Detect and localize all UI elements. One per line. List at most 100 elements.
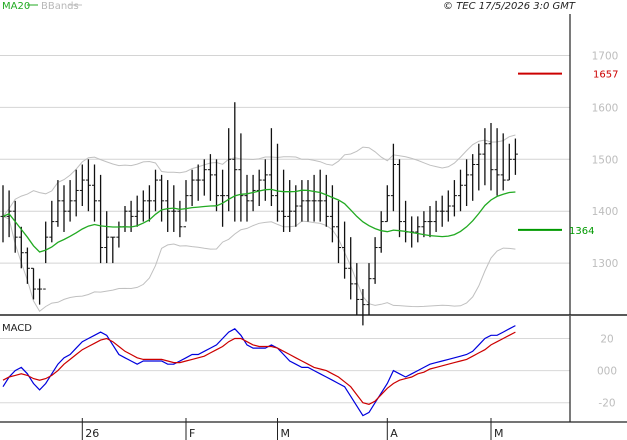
price-y-tick-label: 1600 (592, 102, 619, 114)
bband-lower-line (2, 215, 516, 313)
ohlc-bar (18, 226, 24, 269)
ohlc-bar (165, 180, 171, 232)
x-axis-tick-label: A (390, 427, 398, 440)
ohlc-bar (372, 237, 378, 284)
price-y-tick-label: 1300 (592, 258, 619, 270)
ohlc-bar (378, 211, 384, 253)
ohlc-bar (354, 263, 360, 315)
ohlc-bar (299, 180, 305, 222)
ohlc-bar (31, 267, 36, 300)
copyright-text: © TEC 17/5/2026 3:0 GMT (443, 1, 576, 12)
ohlc-bar (281, 169, 287, 232)
ohlc-bar (500, 133, 506, 191)
ohlc-bar (195, 164, 201, 201)
support-level-label: 1364 (569, 226, 594, 237)
ohlc-bar (201, 159, 207, 196)
ohlc-bar (226, 128, 232, 212)
macd-title: MACD (2, 323, 32, 334)
x-axis-tick-label: M (494, 427, 504, 440)
ohlc-bar (311, 174, 317, 222)
ohlc-bar (98, 174, 104, 264)
ohlc-bar (67, 180, 73, 222)
ohlc-bar (390, 143, 396, 212)
ohlc-bar (506, 143, 512, 181)
ohlc-bar (146, 185, 152, 222)
x-axis-tick-label: M (281, 427, 291, 440)
ohlc-bar (92, 164, 97, 222)
ohlc-bar (342, 221, 348, 279)
x-axis: 26 F M A M (0, 418, 627, 440)
ohlc-bar (482, 128, 488, 186)
ohlc-bar (73, 169, 79, 217)
ohlc-bar (287, 180, 293, 232)
ohlc-bar (458, 169, 463, 212)
ohlc-bar (433, 200, 439, 232)
ohlc-bar (293, 185, 299, 227)
ohlc-bar (232, 102, 238, 222)
ohlc-bar (24, 247, 30, 284)
macd-y-tick-label: -20 (598, 398, 615, 410)
price-y-tick-label: 1700 (592, 51, 619, 63)
ohlc-bar (512, 138, 518, 175)
ohlc-bar (104, 211, 110, 264)
macd-panel: 20 000 -20 (0, 316, 617, 422)
ohlc-bar (336, 200, 341, 264)
ohlc-bar (476, 143, 482, 191)
ohlc-bar (55, 180, 61, 227)
bband-upper-line (2, 134, 516, 217)
ohlc-bar (153, 169, 158, 212)
ohlc-bar (275, 143, 280, 222)
macd-y-tick-label: 20 (600, 333, 613, 345)
ohlc-bar (445, 190, 451, 222)
price-y-tick-label: 1400 (592, 206, 619, 218)
price-y-tick-label: 1500 (592, 154, 619, 166)
ohlc-bar (79, 164, 85, 207)
ohlc-bar (49, 200, 55, 243)
ohlc-bar (134, 195, 140, 227)
macd-signal-line (2, 331, 516, 405)
ohlc-bar (140, 190, 146, 222)
ohlc-bar (189, 169, 195, 207)
ohlc-bar (427, 206, 433, 238)
ohlc-bar (177, 200, 183, 238)
ohlc-bar (348, 237, 354, 300)
ohlc-bar (464, 159, 470, 207)
ohlc-bar (494, 128, 500, 196)
x-axis-tick-label: 26 (85, 427, 99, 440)
x-axis-tick-label: F (189, 427, 195, 440)
macd-line (2, 325, 516, 417)
macd-y-tick-label: 000 (597, 366, 617, 378)
ohlc-bar (85, 159, 91, 212)
ohlc-bar (305, 180, 311, 222)
ohlc-bar (439, 195, 445, 227)
ohlc-bar (360, 289, 366, 326)
resistance-level-label: 1657 (593, 70, 618, 81)
legend-bbands: BBands (41, 1, 79, 12)
ohlc-bar (244, 174, 250, 222)
ohlc-bar (488, 122, 494, 191)
ohlc-bar (397, 159, 402, 238)
ohlc-bar (262, 159, 268, 201)
ohlc-bar (421, 211, 427, 238)
ohlc-bar (214, 159, 219, 212)
ohlc-bar (238, 133, 244, 222)
ohlc-bar (110, 236, 116, 264)
ohlc-bar (384, 185, 390, 223)
ohlc-bar (451, 180, 457, 217)
ohlc-bar (61, 185, 67, 232)
ohlc-bar (268, 128, 274, 207)
ohlc-bar (159, 174, 165, 222)
ohlc-bar (43, 221, 49, 290)
ohlc-bar (317, 169, 323, 222)
ma20-line (2, 188, 516, 253)
ohlc-bar (470, 154, 476, 201)
legend-ma20: MA20 (2, 1, 30, 12)
ohlc-bar (12, 200, 18, 253)
ohlc-bar (220, 169, 226, 227)
ohlc-bar (415, 216, 421, 243)
ohlc-bar (183, 180, 189, 228)
ohlc-bar (329, 185, 335, 243)
ohlc-bars (0, 102, 518, 326)
ohlc-bar (366, 263, 372, 315)
